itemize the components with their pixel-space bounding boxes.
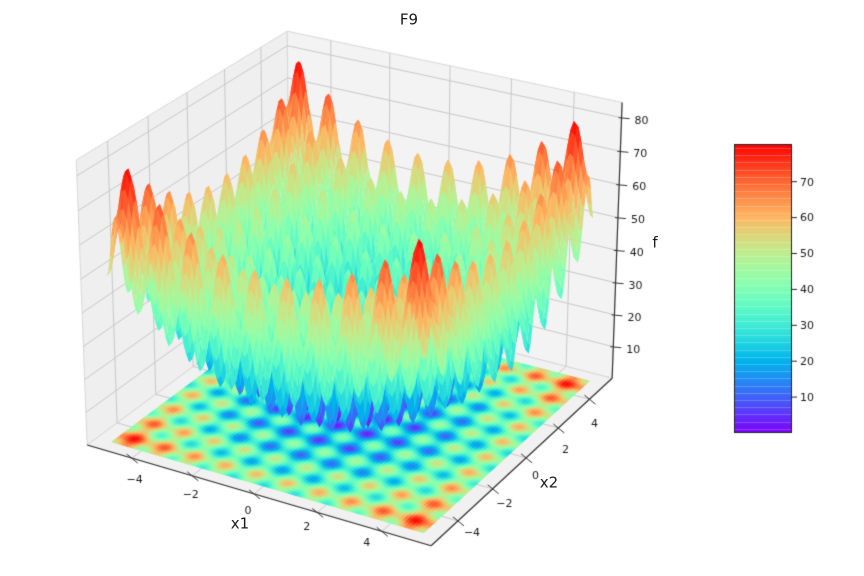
f-axis-label: f — [652, 233, 658, 252]
plot-title: F9 — [399, 10, 419, 29]
x2-axis-label: x2 — [539, 473, 559, 492]
x1-axis-label: x1 — [230, 514, 250, 533]
